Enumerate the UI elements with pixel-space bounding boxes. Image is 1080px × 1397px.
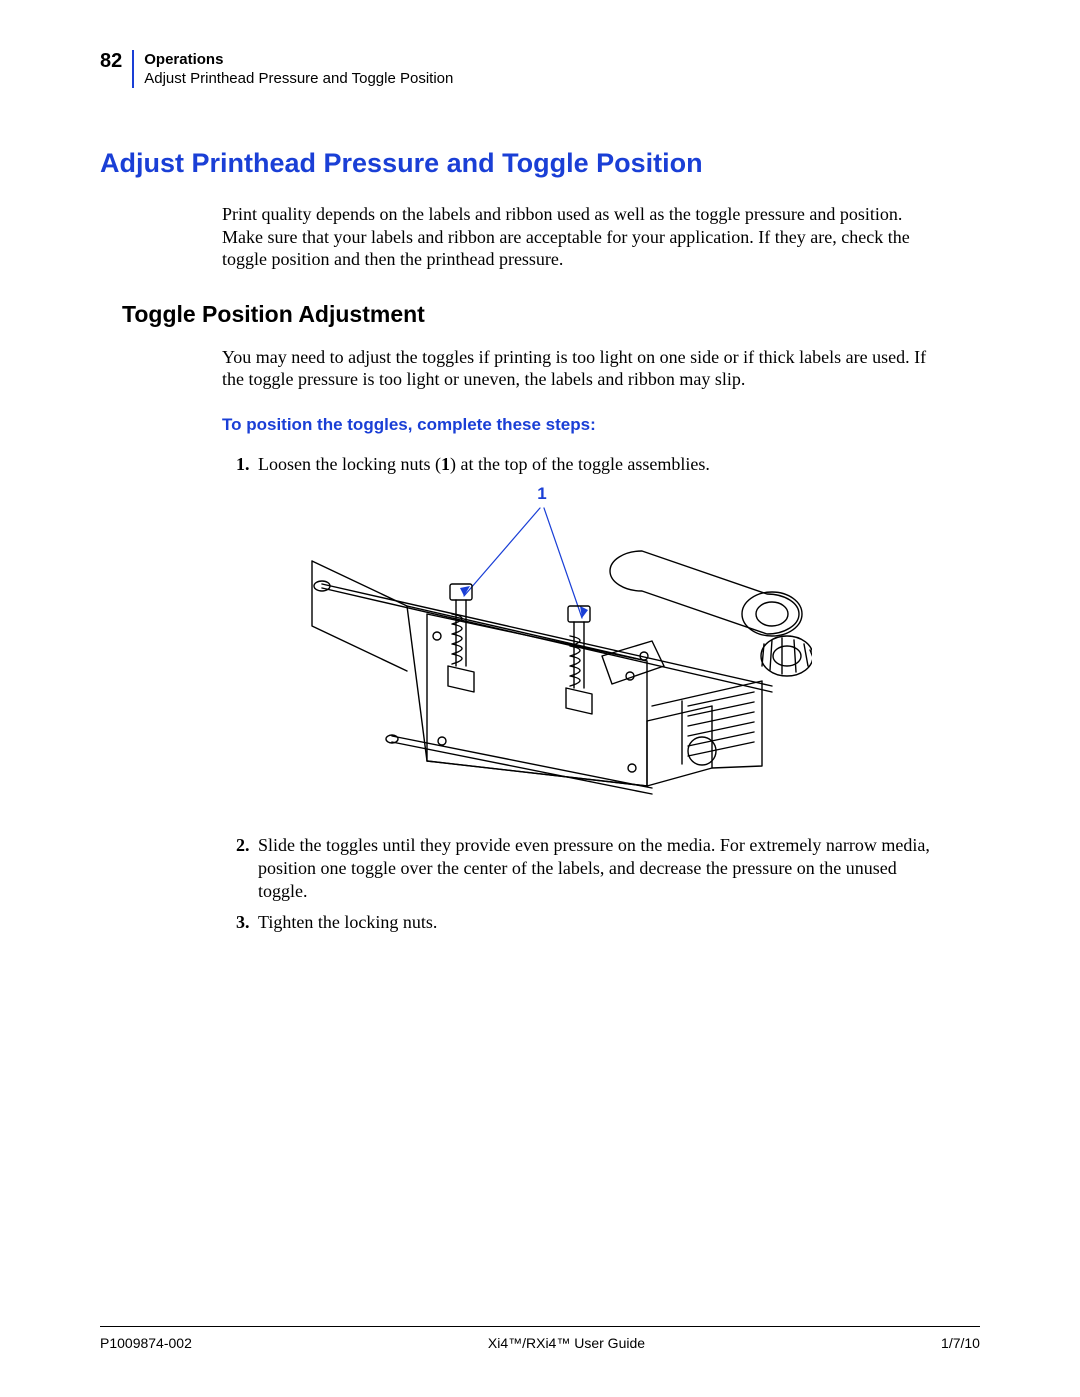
footer-date: 1/7/10 [941,1335,980,1351]
page-title: Adjust Printhead Pressure and Toggle Pos… [100,148,980,179]
section-heading: Toggle Position Adjustment [122,301,980,328]
header-text-block: Operations Adjust Printhead Pressure and… [144,50,453,87]
step-text: Slide the toggles until they provide eve… [258,834,942,903]
intro-paragraph: Print quality depends on the labels and … [222,203,942,271]
footer-divider [100,1326,980,1327]
step-text: Tighten the locking nuts. [258,911,942,934]
printhead-illustration [292,506,812,816]
step-3: 3. Tighten the locking nuts. [236,911,942,934]
document-page: 82 Operations Adjust Printhead Pressure … [100,50,980,942]
step-number: 3. [236,911,258,934]
step-prefix: Loosen the locking nuts ( [258,454,441,474]
step-1: 1. Loosen the locking nuts (1) at the to… [236,453,942,476]
figure-callout-label: 1 [322,484,762,504]
footer-doc-id: P1009874-002 [100,1335,192,1351]
step-2: 2. Slide the toggles until they provide … [236,834,942,903]
header-divider [132,50,134,88]
step-number: 2. [236,834,258,903]
page-footer: P1009874-002 Xi4™/RXi4™ User Guide 1/7/1… [100,1326,980,1351]
step-ref-bold: 1 [441,454,450,474]
figure: 1 [292,484,942,816]
page-number: 82 [100,50,132,73]
page-header: 82 Operations Adjust Printhead Pressure … [100,50,980,88]
steps-heading: To position the toggles, complete these … [222,415,942,435]
step-number: 1. [236,453,258,476]
footer-row: P1009874-002 Xi4™/RXi4™ User Guide 1/7/1… [100,1335,980,1351]
header-chapter: Operations [144,51,453,68]
section-body: You may need to adjust the toggles if pr… [222,346,942,934]
footer-guide-name: Xi4™/RXi4™ User Guide [488,1335,645,1351]
step-suffix: ) at the top of the toggle assemblies. [450,454,710,474]
intro-block: Print quality depends on the labels and … [222,203,942,271]
section-paragraph: You may need to adjust the toggles if pr… [222,346,942,391]
step-text: Loosen the locking nuts (1) at the top o… [258,453,942,476]
header-subsection: Adjust Printhead Pressure and Toggle Pos… [144,70,453,87]
